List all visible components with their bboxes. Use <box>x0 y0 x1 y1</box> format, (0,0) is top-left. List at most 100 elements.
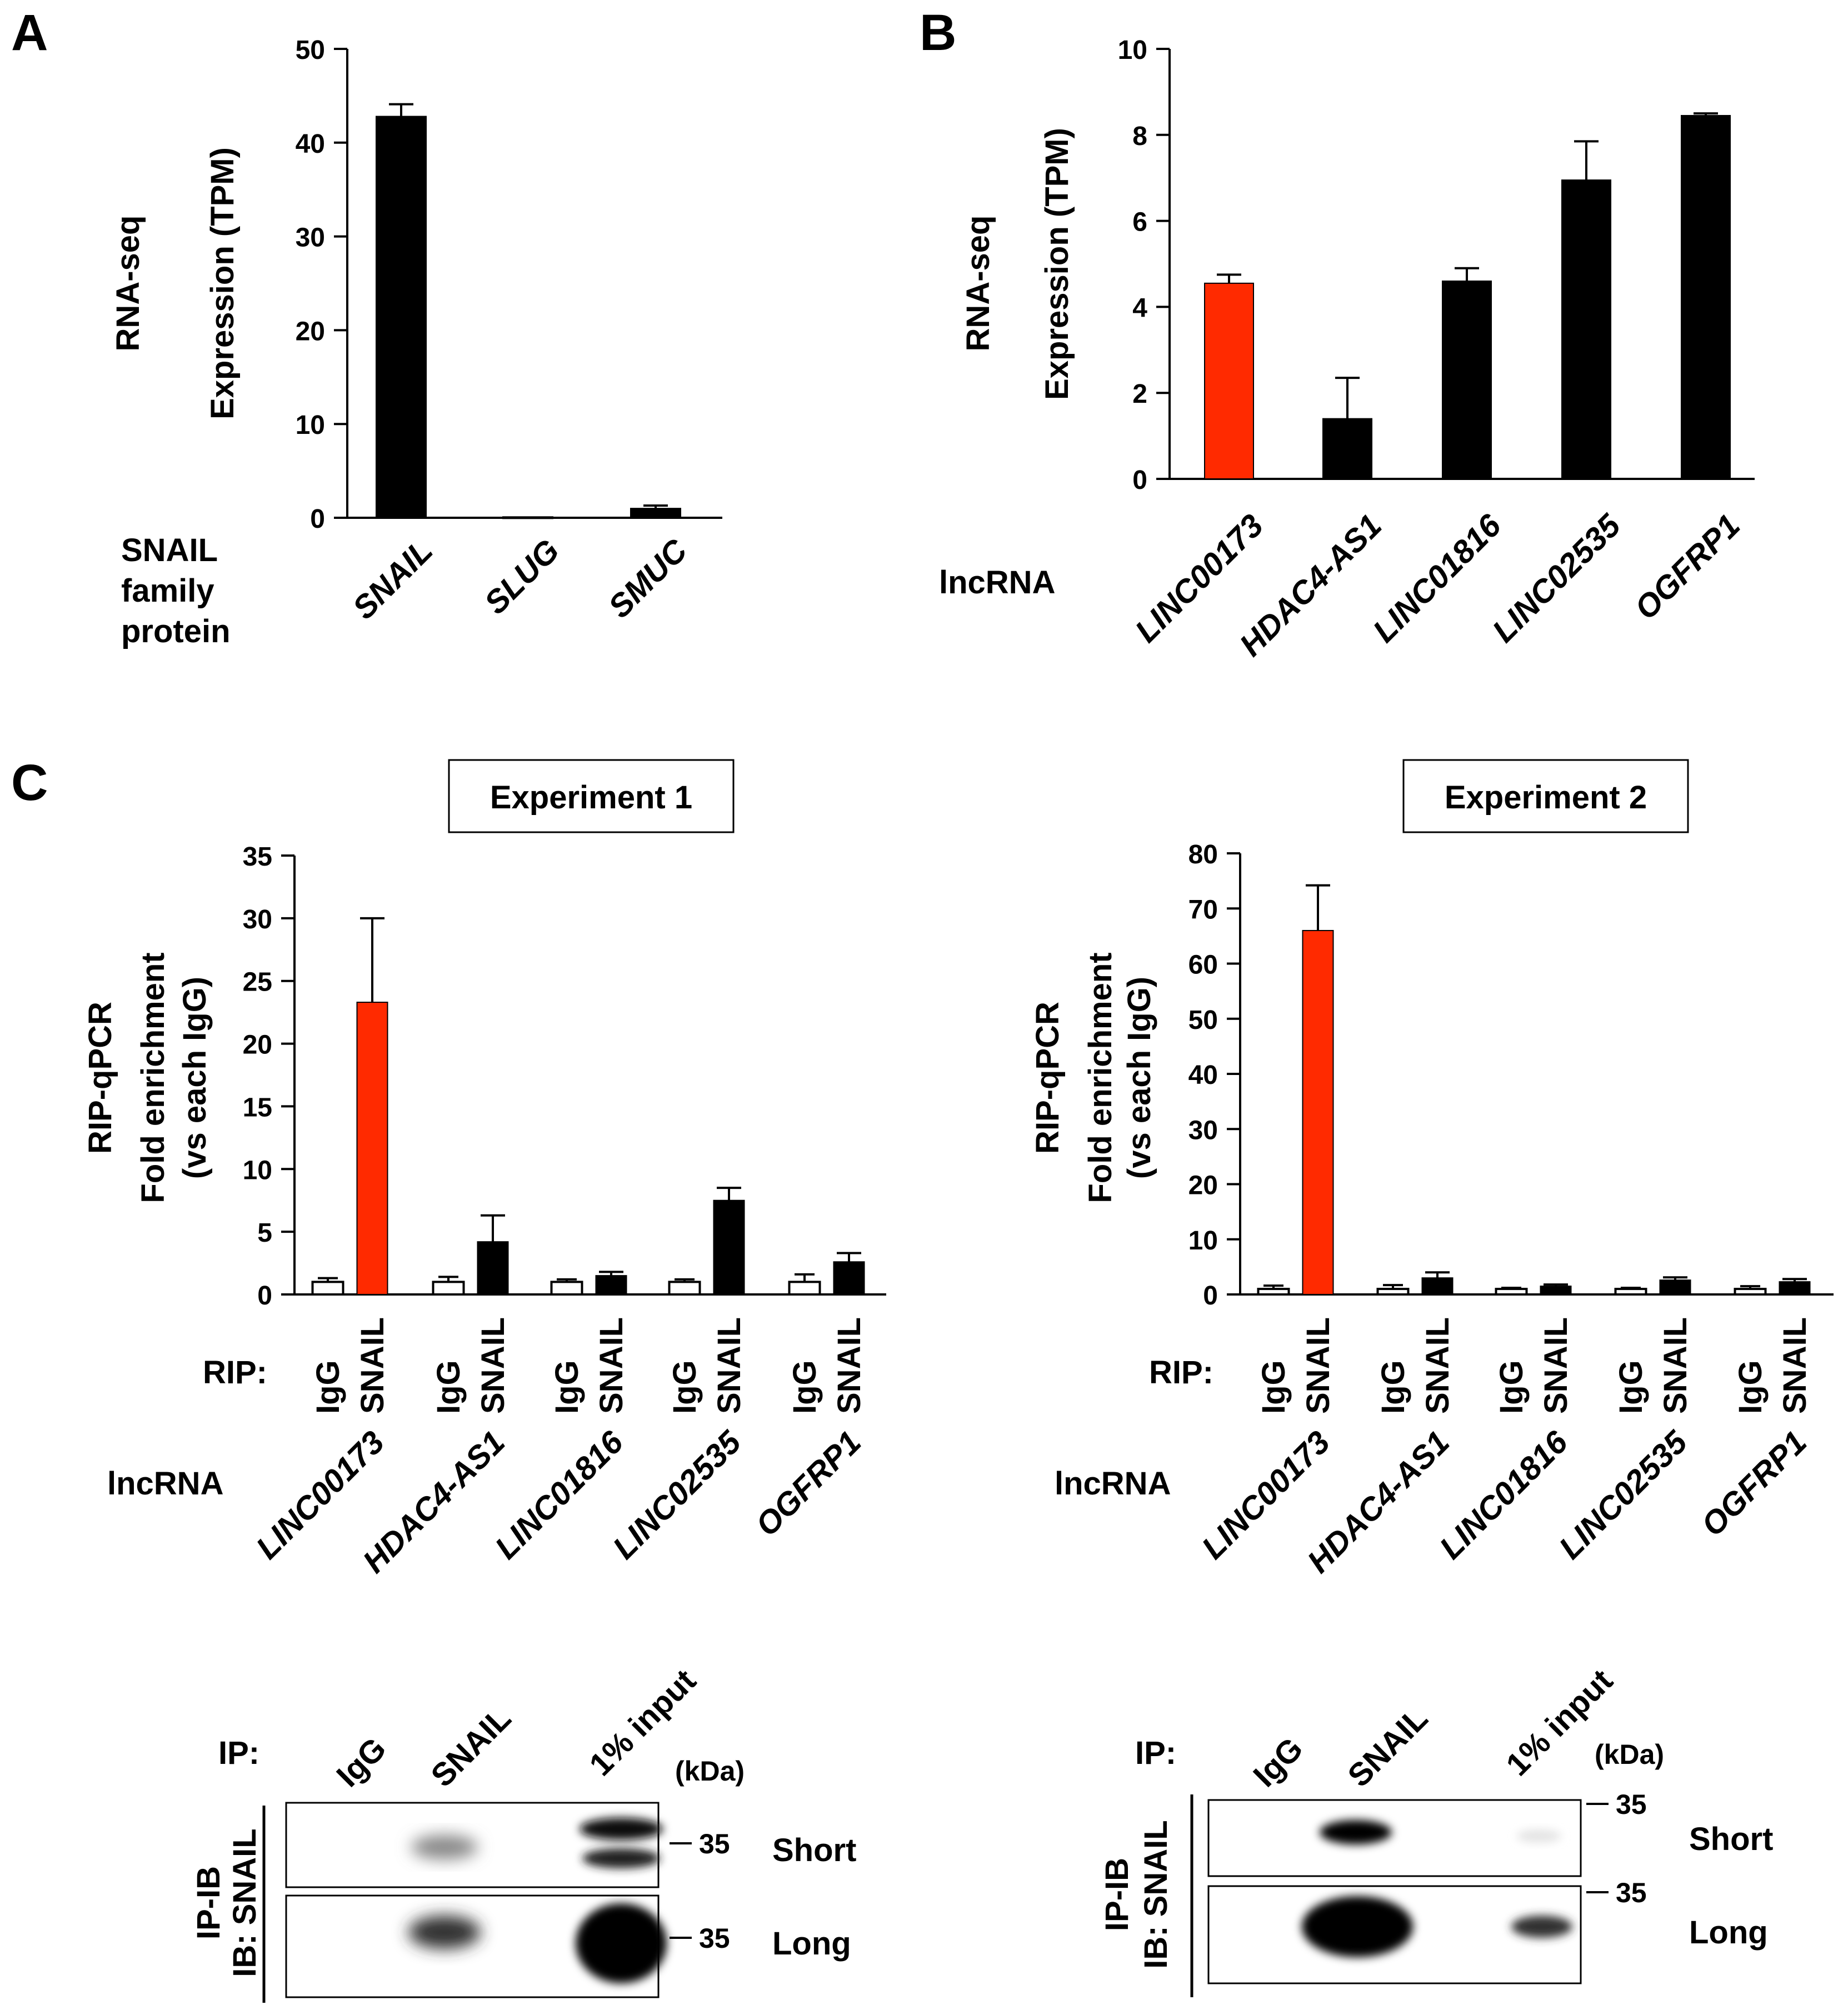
blot-1-ip-label: IP: <box>218 1735 259 1771</box>
bar-snail-hdac4-as1 <box>477 1241 509 1295</box>
chart-c2-ylabel-3: (vs each IgG) <box>1121 977 1157 1179</box>
chart-a-ylabel-2: Expression (TPM) <box>204 147 241 419</box>
blot-2-lane-snail: SNAIL <box>1341 1700 1435 1794</box>
blot-1-lane-igg: IgG <box>329 1731 393 1794</box>
a-y-tick-label: 40 <box>296 129 325 159</box>
c2-y-tick-label: 10 <box>1188 1226 1218 1256</box>
blot-2-short-snail-band <box>1320 1820 1392 1844</box>
chart-c1-rip-label: RIP: <box>203 1354 267 1391</box>
chart-a-group-label: SNAIL family protein <box>121 532 231 649</box>
bar-igg-linc02535 <box>1614 1288 1647 1296</box>
rip-label-igg: IgG <box>310 1360 346 1414</box>
chart-b-group-label: lncRNA <box>939 564 1055 601</box>
rip-label-igg: IgG <box>1494 1360 1530 1414</box>
blot-1-side-label-1: IP-IB <box>191 1866 227 1939</box>
c2-y-tick-label: 30 <box>1188 1116 1218 1145</box>
blot-2: IP: IgG SNAIL 1% input (kDa) IP-IB IB: S… <box>1099 1662 1773 1997</box>
a-y-tick-label: 0 <box>310 504 325 534</box>
chart-c2-title: Experiment 2 <box>1445 779 1647 816</box>
rip-label-snail: SNAIL <box>354 1317 391 1414</box>
chart-c1-title: Experiment 1 <box>490 779 692 816</box>
a-y-tick-label: 10 <box>296 411 325 440</box>
chart-c1: Experiment 1 0 5 10 15 20 25 30 35 RIP-qPCR Fol… <box>82 759 886 1580</box>
bar-linc00173 <box>1204 282 1254 479</box>
bar-linc01816 <box>1442 280 1492 479</box>
rip-label-igg: IgG <box>431 1360 467 1414</box>
rip-label-snail: SNAIL <box>831 1317 867 1414</box>
bar-ogfrp1 <box>1681 114 1731 480</box>
bar-snail-linc01816 <box>1540 1286 1572 1296</box>
panel-label-a: A <box>11 4 48 61</box>
x-label-ogfrp1: OGFRP1 <box>1695 1424 1814 1543</box>
c2-y-tick-label: 50 <box>1188 1006 1218 1035</box>
chart-c1-ylabel-2: Fold enrichment <box>135 952 171 1203</box>
c2-y-tick-label: 0 <box>1203 1281 1218 1311</box>
blot-2-side-label-1: IP-IB <box>1099 1858 1135 1931</box>
chart-c2-ylabel-2: Fold enrichment <box>1082 952 1118 1203</box>
chart-c1-ylabel-3: (vs each IgG) <box>177 977 213 1179</box>
x-label-ogfrp1: OGFRP1 <box>749 1424 868 1543</box>
bar-hdac4-as1 <box>1322 418 1372 480</box>
blot-2-unit: (kDa) <box>1595 1739 1664 1770</box>
c1-y-tick-label: 15 <box>243 1093 272 1122</box>
chart-a-group-line-3: protein <box>121 613 231 649</box>
c2-y-tick-label: 60 <box>1188 951 1218 980</box>
x-label-smuc: SMUC <box>601 532 695 625</box>
chart-c1-group-label: lncRNA <box>107 1466 223 1502</box>
blot-1-exposure-short: Short <box>772 1832 856 1868</box>
blot-2-long-input-band <box>1511 1916 1572 1938</box>
rip-label-snail: SNAIL <box>593 1317 630 1414</box>
blot-1: IP: IgG SNAIL 1% input (kDa) IP-IB IB: S… <box>191 1662 856 2003</box>
c1-y-tick-label: 10 <box>243 1156 272 1185</box>
x-label-ogfrp1: OGFRP1 <box>1628 507 1747 627</box>
blot-2-marker-long: 35 <box>1616 1877 1647 1908</box>
blot-2-long-snail-band <box>1302 1896 1413 1957</box>
chart-c1-ylabel-1: RIP-qPCR <box>82 1002 118 1154</box>
chart-a: 0 10 20 30 40 50 RNA-seq Expression (TPM) SNA… <box>110 36 722 649</box>
c2-y-tick-label: 70 <box>1188 895 1218 924</box>
x-label-linc02535: LINC02535 <box>1552 1424 1694 1566</box>
blot-1-long-snail-band <box>408 1916 481 1949</box>
b-y-tick-label: 4 <box>1132 293 1147 323</box>
x-label-linc02535: LINC02535 <box>606 1424 748 1566</box>
b-y-tick-label: 2 <box>1132 379 1147 409</box>
blot-2-ip-label: IP: <box>1135 1735 1176 1771</box>
rip-label-snail: SNAIL <box>1538 1317 1574 1414</box>
panel-label-c: C <box>11 754 48 811</box>
x-label-linc01816: LINC01816 <box>1432 1424 1575 1566</box>
c1-y-tick-label: 20 <box>243 1031 272 1060</box>
b-y-tick-label: 10 <box>1118 36 1147 65</box>
bar-igg-ogfrp1 <box>1734 1288 1767 1296</box>
bar-snail <box>376 116 427 518</box>
blot-1-side-label-2: IB: SNAIL <box>227 1828 263 1977</box>
chart-b-ylabel-1: RNA-seq <box>960 216 996 352</box>
rip-label-snail: SNAIL <box>475 1317 511 1414</box>
bar-igg-linc01816 <box>550 1281 583 1296</box>
bar-snail-linc01816 <box>595 1275 627 1295</box>
chart-c1-y-axis: 0 5 10 15 20 25 30 35 <box>243 842 886 1311</box>
bar-igg-ogfrp1 <box>788 1281 821 1296</box>
bar-snail-linc00173 <box>356 1002 388 1295</box>
chart-c1-title-box <box>448 759 735 833</box>
c2-y-tick-label: 20 <box>1188 1171 1218 1201</box>
blot-1-short-input-band-upper <box>580 1818 663 1840</box>
chart-a-ylabel-1: RNA-seq <box>110 216 146 352</box>
bar-igg-hdac4-as1 <box>1376 1288 1410 1296</box>
x-label-linc02535: LINC02535 <box>1485 507 1627 649</box>
rip-label-snail: SNAIL <box>1777 1317 1813 1414</box>
blot-1-marker-short: 35 <box>699 1828 730 1859</box>
blot-2-short-input-band <box>1517 1829 1561 1843</box>
bar-slug <box>502 516 553 519</box>
bar-igg-linc02535 <box>668 1281 701 1296</box>
chart-c2-y-axis: 0 10 20 30 40 50 60 70 80 <box>1188 840 1834 1311</box>
chart-c2-title-box <box>1402 759 1689 833</box>
rip-label-igg: IgG <box>1375 1360 1411 1414</box>
blot-1-short-snail-band <box>411 1835 478 1859</box>
rip-label-snail: SNAIL <box>1420 1317 1456 1414</box>
chart-a-y-axis: 0 10 20 30 40 50 <box>296 36 722 534</box>
bar-linc02535 <box>1561 179 1611 479</box>
chart-c2-group-label: lncRNA <box>1055 1466 1171 1502</box>
x-label-snail: SNAIL <box>346 532 439 626</box>
